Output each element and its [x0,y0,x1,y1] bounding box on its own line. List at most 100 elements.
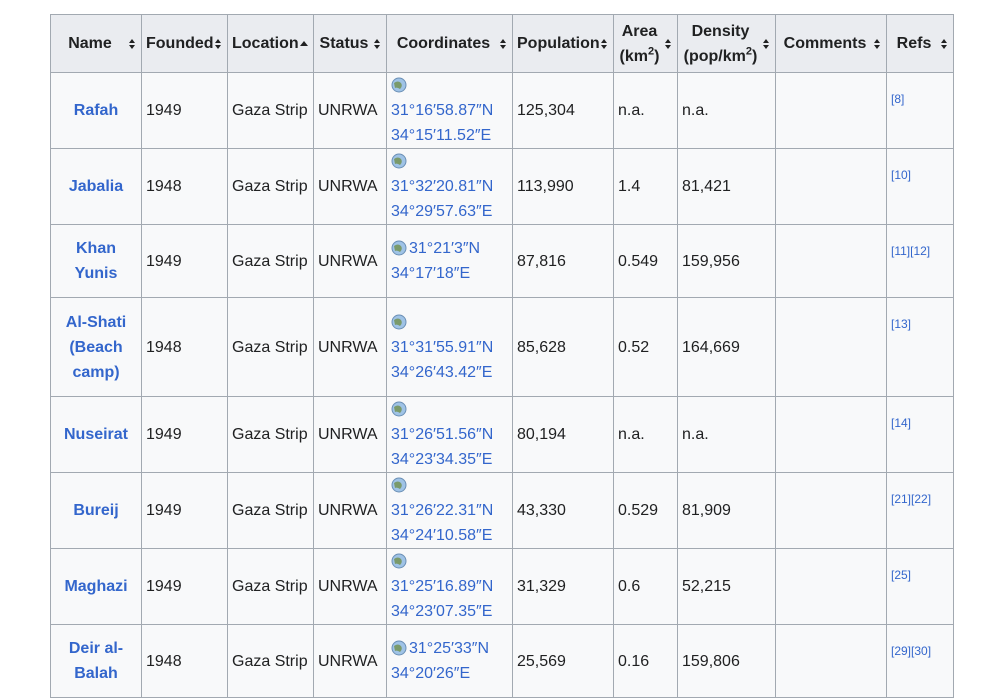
column-header[interactable]: Density (pop/km2) [677,14,776,73]
location-cell: Gaza Strip [227,472,314,549]
longitude-link[interactable]: 34°26′43.42″E [391,363,493,381]
ref-link[interactable]: [21] [891,492,912,506]
latitude-link[interactable]: 31°21′3″N [409,240,481,257]
population-cell: 31,329 [512,548,614,625]
density-cell: 52,215 [677,548,776,625]
sort-icon [665,38,671,49]
ref-link[interactable]: [12] [910,244,931,258]
camp-link[interactable]: Nuseirat [63,426,129,443]
status-cell: UNRWA [313,224,387,298]
population-cell: 85,628 [512,297,614,397]
longitude-link[interactable]: 34°29′57.63″E [391,203,493,220]
camp-link[interactable]: Khan Yunis [74,240,118,282]
area-cell: 0.16 [613,624,678,698]
density-cell: 164,669 [677,297,776,397]
comments-cell [775,548,887,625]
ref-link[interactable]: [29] [891,644,912,658]
refs-cell: [25] [886,548,954,625]
latitude-link[interactable]: 31°25′16.89″N [391,578,494,595]
header-tail: ) [752,47,758,65]
globe-icon [391,640,407,656]
density-cell: n.a. [677,396,776,473]
globe-icon [391,153,407,169]
longitude-link[interactable]: 34°23′34.35″E [391,451,493,468]
camp-link[interactable]: Maghazi [64,578,128,595]
latitude-link[interactable]: 31°25′33″N [409,640,490,657]
globe-icon [391,477,407,493]
ref-link[interactable]: [11] [891,244,911,258]
coordinates-cell: 31°32′20.81″N 34°29′57.63″E [386,148,513,225]
longitude-link[interactable]: 34°24′10.58″E [391,527,493,544]
column-header[interactable]: Location [227,14,314,73]
status-cell: UNRWA [313,396,387,473]
comments-cell [775,224,887,298]
header-sup: 2 [648,45,655,58]
column-header[interactable]: Population [512,14,614,73]
ref-link[interactable]: [10] [891,168,912,182]
area-cell: n.a. [613,396,678,473]
founded-cell: 1948 [141,297,228,397]
location-cell: Gaza Strip [227,624,314,698]
globe-icon [391,401,407,417]
latitude-link[interactable]: 31°26′51.56″N [391,426,494,443]
header-sup: 2 [745,45,752,58]
longitude-link[interactable]: 34°17′18″E [391,265,471,282]
ref-link[interactable]: [22] [911,492,932,506]
longitude-link[interactable]: 34°15′11.52″E [391,127,492,144]
table-row: Nuseirat 1949 Gaza Strip UNRWA 31°26′51.56″N… [50,396,954,473]
camp-link[interactable]: Jabalia [68,178,124,195]
location-cell: Gaza Strip [227,297,314,397]
area-cell: 0.549 [613,224,678,298]
ref-link[interactable]: [25] [891,568,912,582]
globe-icon [391,77,407,93]
latitude-link[interactable]: 31°16′58.87″N [391,102,494,119]
header-label: Founded [146,35,214,52]
header-row: Name Founded Location Status Coordinates Popu… [50,14,954,73]
column-header[interactable]: Refs [886,14,954,73]
latitude-link[interactable]: 31°31′55.91″N [391,338,494,356]
ref-link[interactable]: [14] [891,416,912,430]
refs-cell: [29][30] [886,624,954,698]
camp-link[interactable]: Deir al-Balah [68,640,124,682]
sort-icon [215,38,221,49]
column-header[interactable]: Area (km2) [613,14,678,73]
longitude-link[interactable]: 34°23′07.35″E [391,603,493,620]
header-label: Density [691,22,750,40]
latitude-link[interactable]: 31°26′22.31″N [391,502,494,519]
column-header[interactable]: Founded [141,14,228,73]
camp-link[interactable]: Al-Shati (Beach camp) [65,313,127,381]
density-cell: n.a. [677,72,776,149]
body: Name Founded Location Status Coordinates Popu… [50,14,954,698]
column-header[interactable]: Status [313,14,387,73]
camp-link[interactable]: Rafah [73,102,119,119]
latitude-link[interactable]: 31°32′20.81″N [391,178,494,195]
table-row: Jabalia 1948 Gaza Strip UNRWA 31°32′20.81″N 3… [50,148,954,225]
founded-cell: 1949 [141,396,228,473]
density-cell: 81,909 [677,472,776,549]
location-cell: Gaza Strip [227,548,314,625]
ref-link[interactable]: [30] [911,644,932,658]
column-header[interactable]: Name [50,14,142,73]
column-header[interactable]: Comments [775,14,887,73]
camp-link[interactable]: Bureij [73,502,119,519]
sort-icon [763,38,769,49]
header-unit: (km [619,47,648,65]
area-cell: 1.4 [613,148,678,225]
ref-link[interactable]: [8] [891,92,905,106]
coordinates-cell: 31°25′16.89″N 34°23′07.35″E [386,548,513,625]
column-header[interactable]: Coordinates [386,14,513,73]
ref-link[interactable]: [13] [891,317,912,331]
founded-cell: 1949 [141,72,228,149]
founded-cell: 1949 [141,472,228,549]
header-tail: ) [654,47,660,65]
sort-icon [601,38,607,49]
comments-cell [775,396,887,473]
founded-cell: 1949 [141,224,228,298]
comments-cell [775,472,887,549]
area-cell: 0.6 [613,548,678,625]
founded-cell: 1948 [141,624,228,698]
header-label: Status [319,35,369,52]
coordinates-cell: 31°26′51.56″N 34°23′34.35″E [386,396,513,473]
location-cell: Gaza Strip [227,224,314,298]
longitude-link[interactable]: 34°20′26″E [391,665,471,682]
